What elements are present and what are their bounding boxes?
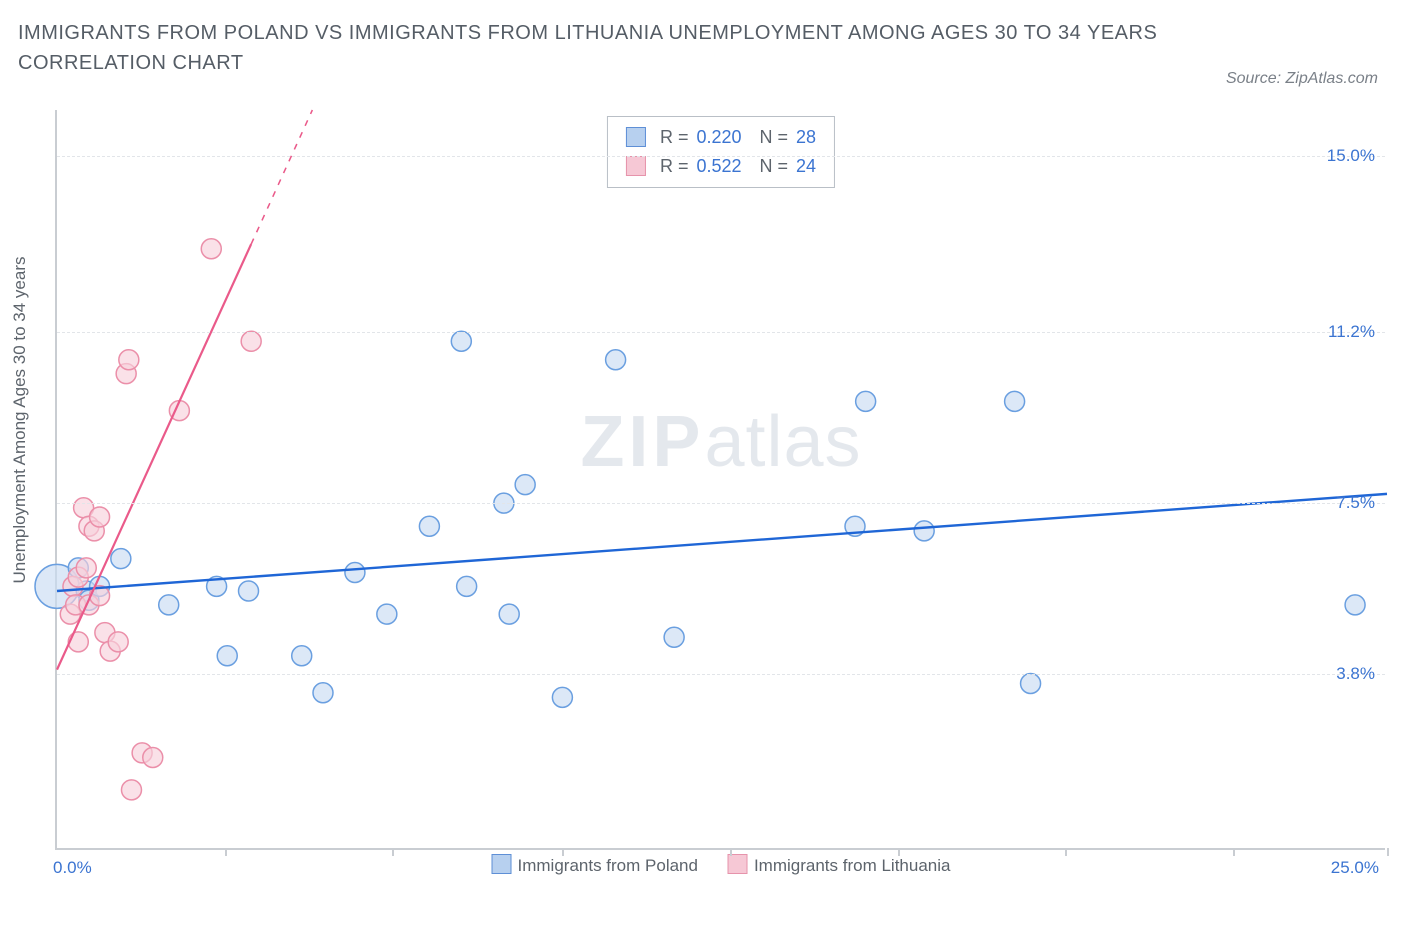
- data-point: [76, 558, 96, 578]
- chart-title: IMMIGRANTS FROM POLAND VS IMMIGRANTS FRO…: [18, 18, 1186, 78]
- data-point: [241, 331, 261, 351]
- data-point: [108, 632, 128, 652]
- x-tick: [1387, 848, 1389, 856]
- n-value-poland: 28: [796, 123, 816, 152]
- gridline-h: [57, 332, 1385, 333]
- data-point: [515, 475, 535, 495]
- data-point: [68, 632, 88, 652]
- data-point: [90, 507, 110, 527]
- x-tick: [898, 848, 900, 856]
- data-point: [1005, 391, 1025, 411]
- data-point: [499, 604, 519, 624]
- data-point: [217, 646, 237, 666]
- y-tick-label: 15.0%: [1327, 146, 1375, 166]
- data-point: [664, 627, 684, 647]
- plot-area: ZIPatlas R = 0.220 N = 28 R = 0.522 N = …: [55, 110, 1385, 850]
- r-value-poland: 0.220: [696, 123, 741, 152]
- gridline-h: [57, 503, 1385, 504]
- data-point: [856, 391, 876, 411]
- data-point: [377, 604, 397, 624]
- x-tick: [1065, 848, 1067, 856]
- y-axis-label: Unemployment Among Ages 30 to 34 years: [10, 257, 30, 584]
- x-tick: [562, 848, 564, 856]
- data-point: [111, 549, 131, 569]
- data-point: [419, 516, 439, 536]
- legend-swatch-poland-icon: [492, 854, 512, 874]
- data-point: [1021, 674, 1041, 694]
- legend-swatch-lithuania-icon: [728, 854, 748, 874]
- legend-label-lithuania: Immigrants from Lithuania: [754, 856, 951, 875]
- y-tick-label: 11.2%: [1328, 322, 1375, 342]
- data-point: [143, 748, 163, 768]
- legend-item-poland: Immigrants from Poland: [492, 854, 698, 876]
- data-point: [606, 350, 626, 370]
- x-tick: [730, 848, 732, 856]
- data-point: [239, 581, 259, 601]
- data-point: [457, 576, 477, 596]
- source-attribution: Source: ZipAtlas.com: [1226, 70, 1378, 88]
- data-point: [1345, 595, 1365, 615]
- x-tick: [1233, 848, 1235, 856]
- x-tick: [225, 848, 227, 856]
- y-tick-label: 3.8%: [1336, 664, 1375, 684]
- x-axis-max-label: 25.0%: [1331, 858, 1379, 878]
- legend-label-poland: Immigrants from Poland: [518, 856, 698, 875]
- gridline-h: [57, 156, 1385, 157]
- x-axis-min-label: 0.0%: [53, 858, 92, 878]
- data-point: [345, 563, 365, 583]
- series-legend: Immigrants from Poland Immigrants from L…: [492, 854, 951, 876]
- y-tick-label: 7.5%: [1336, 493, 1375, 513]
- legend-swatch-poland: [626, 127, 646, 147]
- data-point: [313, 683, 333, 703]
- data-point: [159, 595, 179, 615]
- gridline-h: [57, 674, 1385, 675]
- chart-svg: [57, 110, 1385, 848]
- data-point: [121, 780, 141, 800]
- data-point: [914, 521, 934, 541]
- data-point: [292, 646, 312, 666]
- data-point: [119, 350, 139, 370]
- data-point: [451, 331, 471, 351]
- data-point: [201, 239, 221, 259]
- legend-swatch-lithuania: [626, 156, 646, 176]
- x-tick: [392, 848, 394, 856]
- correlation-legend: R = 0.220 N = 28 R = 0.522 N = 24: [607, 116, 835, 188]
- legend-row-poland: R = 0.220 N = 28: [626, 123, 816, 152]
- legend-item-lithuania: Immigrants from Lithuania: [728, 854, 951, 876]
- data-point: [552, 687, 572, 707]
